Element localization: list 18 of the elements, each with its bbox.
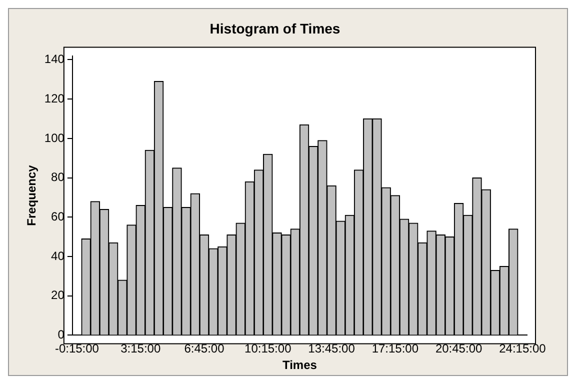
x-tick-label: 20:45:00 bbox=[435, 342, 482, 356]
x-tick-label: 24:15:00 bbox=[499, 342, 546, 356]
y-tick-label: 60 bbox=[51, 209, 65, 224]
y-tick-label: 80 bbox=[51, 170, 65, 184]
x-tick-label: 3:15:00 bbox=[120, 342, 161, 356]
x-tick-label: 10:15:00 bbox=[244, 342, 292, 356]
y-tick-label: 20 bbox=[51, 288, 65, 302]
y-tick-label: 120 bbox=[44, 91, 65, 106]
x-tick-label: 13:45:00 bbox=[308, 342, 356, 356]
x-tick-label: 6:45:00 bbox=[184, 342, 225, 356]
x-axis-title: Times bbox=[282, 358, 318, 372]
chart-title: Histogram of Times bbox=[210, 20, 340, 36]
y-tick-label: 100 bbox=[44, 130, 65, 145]
y-axis-title: Frequency bbox=[24, 164, 39, 226]
y-tick-label: 40 bbox=[51, 248, 65, 263]
y-tick-label: 140 bbox=[44, 52, 65, 66]
x-tick-label: 17:15:00 bbox=[372, 342, 419, 356]
x-tick-label: -0:15:00 bbox=[54, 342, 100, 356]
